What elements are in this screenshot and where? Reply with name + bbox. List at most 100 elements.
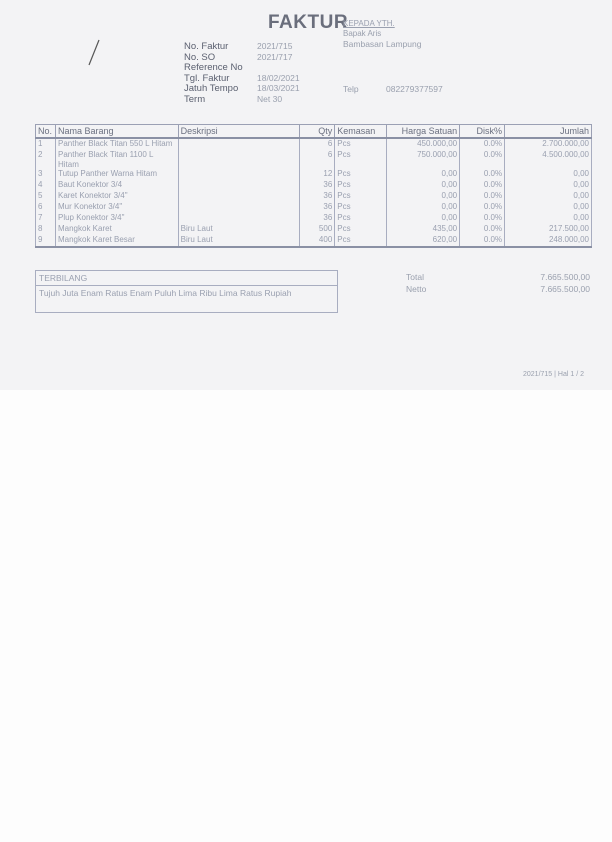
meta-label: Tgl. Faktur [184,72,230,84]
table-row: 2 Panther Black Titan 1100 L Hitam 6 Pcs 750… [35,150,592,169]
table-cell: 0.0% [459,150,506,169]
terbilang-box: TERBILANG Tujuh Juta Enam Ratus Enam Pul… [35,270,338,313]
recipient-address: Bambasan Lampung [343,39,422,49]
table-cell [177,150,301,169]
meta-label: Jatuh Tempo [184,83,239,94]
terbilang-label: TERBILANG [36,271,337,286]
table-row: 8 Mangkok Karet Biru Laut 500 Pcs 435,00 0.0% 2… [35,224,592,235]
meta-value: 2021/715 [257,41,293,51]
meta-value: 2021/717 [257,51,293,62]
table-cell: 36 [299,191,336,202]
table-cell [177,180,301,191]
table-cell: 2.700.000,00 [504,138,592,150]
table-cell: Pcs [334,191,388,202]
meta-value: Net 30 [257,93,283,104]
table-cell [177,202,301,213]
recipient-label: KEPADA YTH. [343,19,395,28]
table-row: 4 Baut Konektor 3/4 36 Pcs 0,00 0.0% 0,00 [35,180,592,191]
table-cell: 500 [299,224,336,235]
table-cell: Mur Konektor 3/4" [54,202,179,213]
table-cell: 5 [35,191,56,202]
table-cell: 36 [299,202,336,213]
phone-value: 082279377597 [386,84,443,94]
items-table: No. Nama Barang Deskripsi Qty Kemasan Harga S… [35,124,592,248]
table-cell [177,191,301,202]
table-cell: Pcs [334,150,388,169]
table-cell: Tutup Panther Warna Hitam [54,169,179,180]
table-cell [177,169,301,180]
meta-label: Reference No [184,62,243,73]
table-cell: Panther Black Titan 550 L Hitam [54,138,179,150]
table-cell: 0,00 [386,202,461,213]
table-cell: 0,00 [504,213,592,224]
table-cell: 0,00 [504,169,592,180]
netto-value: 7.665.500,00 [540,284,590,294]
recipient-name: Bapak Aris [343,29,382,38]
table-row: 1 Panther Black Titan 550 L Hitam 6 Pcs 450.… [35,138,592,150]
table-cell: 36 [299,180,336,191]
table-cell: 9 [35,235,56,248]
pen-mark [88,39,100,66]
table-cell: 435,00 [386,224,461,235]
table-cell: 0,00 [386,191,461,202]
table-cell: 0,00 [504,202,592,213]
table-cell: 0,00 [504,191,592,202]
meta-value: 18/03/2021 [257,83,300,93]
table-cell: 0.0% [459,180,506,191]
table-cell: 217.500,00 [504,224,592,235]
table-cell: Pcs [334,213,388,224]
table-cell: 750.000,00 [386,150,461,169]
table-cell: Mangkok Karet Besar [54,235,179,248]
table-cell: Biru Laut [177,235,301,248]
table-cell: 0,00 [386,213,461,224]
column-header: Kemasan [334,124,388,139]
column-header: No. [35,124,56,139]
table-cell: 0.0% [459,169,506,180]
table-cell: 0,00 [504,180,592,191]
column-header: Qty [299,124,336,139]
table-cell: 36 [299,213,336,224]
table-cell: 2 [35,150,56,169]
table-cell: 0.0% [459,191,506,202]
table-cell: Pcs [334,235,388,248]
table-cell: 4.500.000,00 [504,150,592,169]
table-cell: Baut Konektor 3/4 [54,180,179,191]
column-header: Disk% [459,124,506,139]
table-cell: 8 [35,224,56,235]
column-header: Deskripsi [177,124,301,139]
meta-label: No. Faktur [184,41,229,52]
invoice-title: FAKTUR [268,12,349,33]
table-cell: 0.0% [459,202,506,213]
page-footer: 2021/715 | Hal 1 / 2 [523,371,584,378]
table-cell: 400 [299,235,336,248]
column-header: Nama Barang [54,124,179,139]
table-cell: Plup Konektor 3/4" [54,213,179,224]
table-cell [177,213,301,224]
table-cell: 248.000,00 [504,235,592,248]
terbilang-text: Tujuh Juta Enam Ratus Enam Puluh Lima Ri… [39,288,292,298]
table-cell: 0.0% [459,138,506,150]
table-cell: 6 [299,138,336,150]
netto-label: Netto [406,284,427,294]
table-cell: Pcs [334,224,388,235]
table-cell: Karet Konektor 3/4" [54,191,179,202]
total-value: 7.665.500,00 [540,272,590,282]
table-cell: 12 [299,169,336,180]
table-row: 7 Plup Konektor 3/4" 36 Pcs 0,00 0.0% 0,00 [35,213,592,224]
table-row: 6 Mur Konektor 3/4" 36 Pcs 0,00 0.0% 0,00 [35,202,592,213]
table-cell: 0.0% [459,213,506,224]
table-cell: 6 [299,150,336,169]
table-cell [177,138,301,150]
table-cell: 7 [35,213,56,224]
table-row: 3 Tutup Panther Warna Hitam 12 Pcs 0,00 0.0% 0… [35,169,592,180]
table-cell: Pcs [334,202,388,213]
table-cell: Pcs [334,180,388,191]
table-row: 9 Mangkok Karet Besar Biru Laut 400 Pcs 620,0… [35,235,592,248]
table-cell: 1 [35,138,56,150]
table-cell: 4 [35,180,56,191]
table-row: 5 Karet Konektor 3/4" 36 Pcs 0,00 0.0% 0,00 [35,191,592,202]
phone-label: Telp [343,84,359,94]
table-cell: Pcs [334,138,388,150]
meta-label: Term [184,93,206,105]
